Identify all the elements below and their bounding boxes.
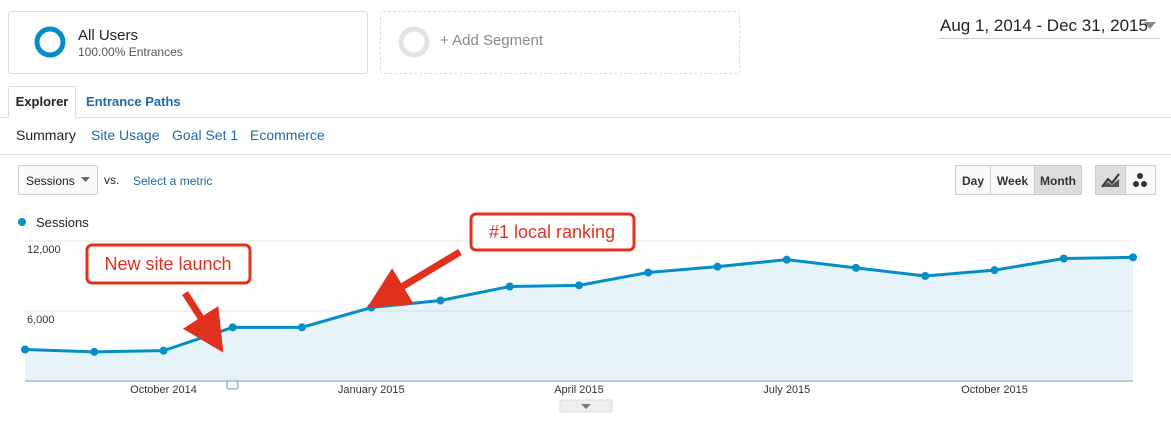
subtab[interactable]: Goal Set 1 bbox=[172, 127, 239, 143]
data-point bbox=[713, 262, 722, 271]
annotation: #1 local ranking bbox=[489, 222, 615, 242]
subtab[interactable]: Ecommerce bbox=[250, 127, 325, 143]
granularity-button[interactable]: Week bbox=[990, 165, 1035, 195]
legend-label: Sessions bbox=[36, 215, 89, 230]
data-point bbox=[21, 345, 29, 354]
add-segment[interactable]: + Add Segment bbox=[440, 32, 543, 49]
granularity-button[interactable]: Month bbox=[1034, 165, 1082, 195]
annotation-arrow bbox=[366, 248, 462, 308]
compare-link[interactable]: Select a metric bbox=[133, 174, 213, 188]
data-point bbox=[575, 281, 583, 290]
date-underline bbox=[938, 38, 1160, 39]
segment-name: All Users bbox=[78, 27, 139, 44]
data-point bbox=[228, 323, 237, 332]
annotation-box bbox=[469, 212, 636, 252]
data-point bbox=[505, 282, 514, 291]
data-point bbox=[921, 272, 930, 280]
segment-icon bbox=[34, 26, 66, 58]
annotation-arrow bbox=[182, 291, 224, 353]
x-tick-label: October 2014 bbox=[130, 384, 197, 396]
chart: 6,000 12,000 October 2014 January 2015 April… bbox=[18, 212, 1137, 413]
annotation-marker bbox=[226, 380, 239, 390]
x-tick-label: October 2015 bbox=[961, 384, 1028, 396]
data-point bbox=[852, 263, 860, 272]
date-range[interactable]: Aug 1, 2014 - Dec 31, 2015 bbox=[940, 16, 1148, 35]
x-tick-label: July 2015 bbox=[763, 384, 810, 396]
subtab[interactable]: Summary bbox=[16, 127, 76, 143]
annotation: New site launch bbox=[104, 254, 231, 274]
y-tick-label: 12,000 bbox=[27, 244, 61, 256]
add-segment-icon bbox=[398, 26, 430, 58]
tab[interactable]: Explorer bbox=[8, 86, 76, 118]
granularity-button[interactable]: Day bbox=[955, 165, 991, 195]
chart-type-buttons[interactable] bbox=[1095, 165, 1156, 195]
data-point bbox=[90, 347, 99, 356]
expand-arrow bbox=[581, 404, 591, 409]
tab[interactable]: Entrance Paths bbox=[86, 94, 181, 109]
metric-label: Sessions bbox=[26, 174, 75, 188]
annotation-box bbox=[85, 243, 252, 285]
vs-label: vs. bbox=[104, 173, 120, 187]
data-point bbox=[1059, 254, 1068, 263]
segment-card[interactable] bbox=[8, 11, 368, 74]
data-point bbox=[782, 255, 791, 264]
tab-line bbox=[0, 117, 1171, 118]
dropdown-arrow bbox=[1144, 22, 1156, 29]
add-segment-card[interactable] bbox=[380, 11, 740, 74]
data-point bbox=[367, 303, 376, 312]
segment-detail: 100.00% Entrances bbox=[78, 45, 183, 59]
data-point bbox=[298, 323, 306, 332]
legend-marker bbox=[18, 218, 26, 226]
x-tick-label: January 2015 bbox=[338, 384, 405, 396]
data-point bbox=[990, 266, 999, 275]
x-tick-label: April 2015 bbox=[554, 384, 604, 396]
data-point bbox=[436, 296, 445, 305]
subtab[interactable]: Site Usage bbox=[91, 127, 160, 143]
data-point bbox=[1129, 253, 1137, 262]
dropdown-arrow bbox=[81, 177, 90, 182]
data-point bbox=[644, 268, 653, 277]
series-area bbox=[25, 257, 1133, 381]
subtab-line bbox=[0, 154, 1171, 155]
data-point bbox=[159, 346, 168, 355]
y-tick-label: 6,000 bbox=[27, 314, 55, 326]
